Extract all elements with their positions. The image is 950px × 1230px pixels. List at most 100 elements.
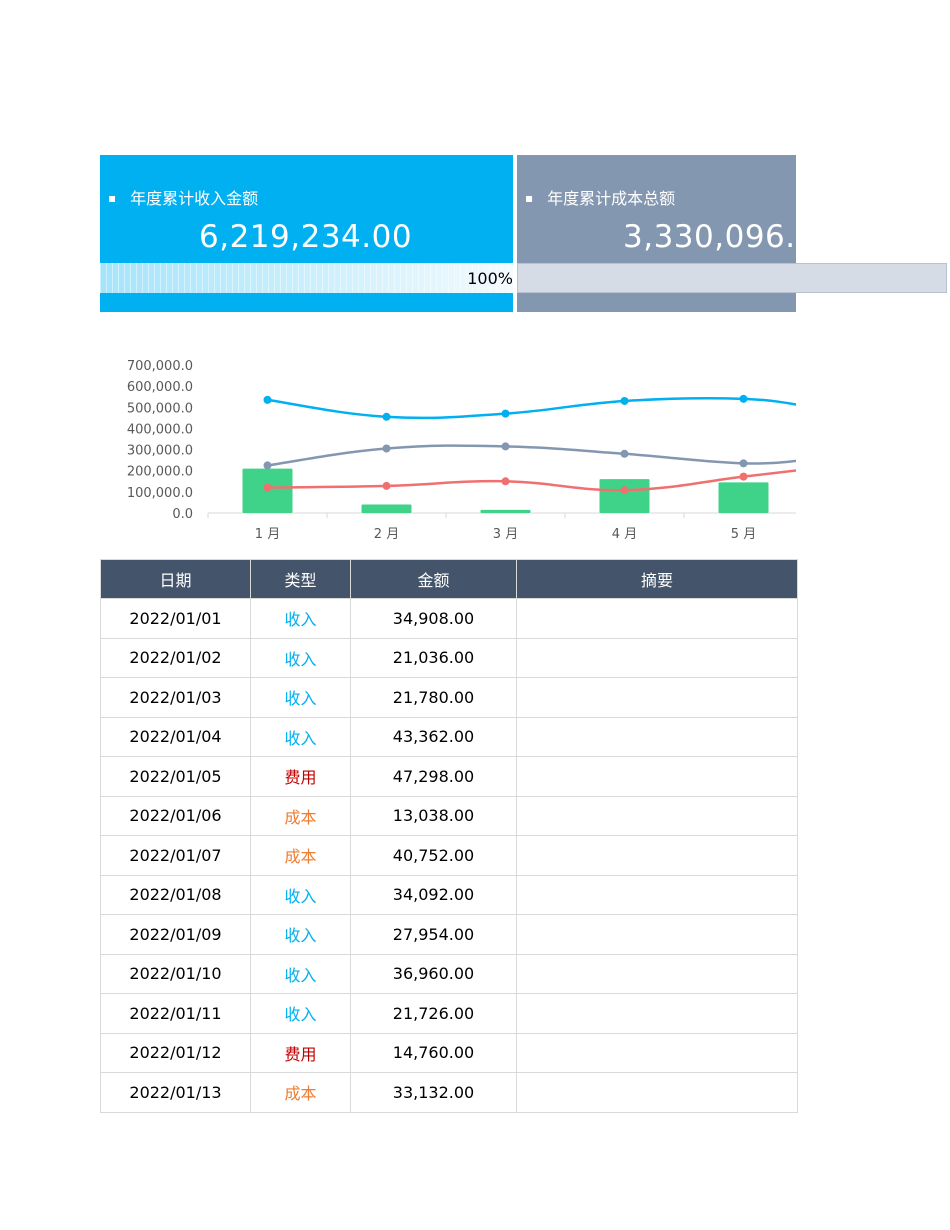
y-tick-label: 600,000.0 [127, 380, 193, 395]
date-cell[interactable]: 2022/01/09 [100, 914, 251, 955]
note-cell[interactable] [516, 1032, 798, 1073]
table-row[interactable]: 2022/01/11 收入 21,726.00 [100, 993, 798, 1034]
income-card-title: ▪ 年度累计收入金额 [108, 185, 258, 209]
x-tick-label: 1 月 [255, 527, 280, 542]
date-cell[interactable]: 2022/01/03 [100, 677, 251, 718]
bar-mark [718, 482, 769, 513]
series-line [267, 396, 796, 420]
type-cell[interactable]: 收入 [250, 716, 351, 757]
amount-cell[interactable]: 40,752.00 [350, 835, 517, 876]
note-cell[interactable] [516, 914, 798, 955]
chart-canvas: 700,000.0 600,000.0 500,000.0 400,000.0 300,… [127, 359, 796, 542]
table-row[interactable]: 2022/01/12 费用 14,760.00 [100, 1032, 798, 1073]
note-cell[interactable] [516, 835, 798, 876]
table-row[interactable]: 2022/01/08 收入 34,092.00 [100, 874, 798, 915]
type-cell[interactable]: 成本 [250, 835, 351, 876]
y-tick-label: 200,000.0 [127, 465, 193, 480]
date-cell[interactable]: 2022/01/13 [100, 1072, 251, 1113]
amount-cell[interactable]: 27,954.00 [350, 914, 517, 955]
column-header-date[interactable]: 日期 [100, 559, 251, 599]
series-line [267, 444, 796, 467]
table-row[interactable]: 2022/01/06 成本 13,038.00 [100, 795, 798, 836]
table-row[interactable]: 2022/01/10 收入 36,960.00 [100, 953, 798, 994]
income-title-text: 年度累计收入金额 [130, 189, 259, 208]
type-cell[interactable]: 成本 [250, 795, 351, 836]
type-cell[interactable]: 费用 [250, 1032, 351, 1073]
note-cell[interactable] [516, 637, 798, 678]
y-tick-label: 400,000.0 [127, 422, 193, 437]
series-point [263, 483, 272, 492]
amount-cell[interactable]: 34,908.00 [350, 598, 517, 639]
series-point [382, 444, 391, 453]
table-row[interactable]: 2022/01/09 收入 27,954.00 [100, 914, 798, 955]
table-row[interactable]: 2022/01/07 成本 40,752.00 [100, 835, 798, 876]
type-cell[interactable]: 收入 [250, 874, 351, 915]
date-cell[interactable]: 2022/01/05 [100, 756, 251, 797]
series-point [501, 409, 510, 418]
note-cell[interactable] [516, 1072, 798, 1113]
x-tick-label: 4 月 [612, 527, 637, 542]
note-cell[interactable] [516, 795, 798, 836]
amount-cell[interactable]: 36,960.00 [350, 953, 517, 994]
date-cell[interactable]: 2022/01/01 [100, 598, 251, 639]
amount-cell[interactable]: 14,760.00 [350, 1032, 517, 1073]
table-row[interactable]: 2022/01/01 收入 34,908.00 [100, 598, 798, 639]
table-row[interactable]: 2022/01/13 成本 33,132.00 [100, 1072, 798, 1113]
type-cell[interactable]: 收入 [250, 993, 351, 1034]
note-cell[interactable] [516, 874, 798, 915]
note-cell[interactable] [516, 677, 798, 718]
amount-cell[interactable]: 33,132.00 [350, 1072, 517, 1113]
x-tick-label: 3 月 [493, 527, 518, 542]
type-cell[interactable]: 收入 [250, 677, 351, 718]
note-cell[interactable] [516, 716, 798, 757]
amount-cell[interactable]: 21,780.00 [350, 677, 517, 718]
amount-cell[interactable]: 13,038.00 [350, 795, 517, 836]
table-row[interactable]: 2022/01/05 费用 47,298.00 [100, 756, 798, 797]
date-cell[interactable]: 2022/01/10 [100, 953, 251, 994]
date-cell[interactable]: 2022/01/04 [100, 716, 251, 757]
table-row[interactable]: 2022/01/03 收入 21,780.00 [100, 677, 798, 718]
series-point [620, 486, 629, 495]
type-cell[interactable]: 收入 [250, 953, 351, 994]
date-cell[interactable]: 2022/01/11 [100, 993, 251, 1034]
type-cell[interactable]: 费用 [250, 756, 351, 797]
amount-cell[interactable]: 43,362.00 [350, 716, 517, 757]
note-cell[interactable] [516, 993, 798, 1034]
column-header-type[interactable]: 类型 [250, 559, 351, 599]
type-cell[interactable]: 收入 [250, 598, 351, 639]
note-cell[interactable] [516, 756, 798, 797]
income-progress-fill [100, 263, 513, 293]
bullet-icon: ▪ [108, 191, 117, 205]
type-cell[interactable]: 成本 [250, 1072, 351, 1113]
column-header-note[interactable]: 摘要 [516, 559, 798, 599]
amount-cell[interactable]: 34,092.00 [350, 874, 517, 915]
date-cell[interactable]: 2022/01/06 [100, 795, 251, 836]
series-point [263, 395, 272, 404]
date-cell[interactable]: 2022/01/08 [100, 874, 251, 915]
series-point [620, 449, 629, 458]
y-tick-label: 700,000.0 [127, 359, 193, 374]
series-line [267, 469, 796, 492]
cost-title-text: 年度累计成本总额 [547, 189, 676, 208]
y-tick-label: 300,000.0 [127, 444, 193, 459]
series-point [382, 412, 391, 421]
ledger-table: 日期 类型 金额 摘要 2022/01/01 收入 34,908.00 2022/01… [100, 559, 798, 1113]
amount-cell[interactable]: 47,298.00 [350, 756, 517, 797]
date-cell[interactable]: 2022/01/07 [100, 835, 251, 876]
type-cell[interactable]: 收入 [250, 914, 351, 955]
cost-total-value: 3,330,096.00 [623, 219, 796, 255]
amount-cell[interactable]: 21,726.00 [350, 993, 517, 1034]
type-cell[interactable]: 收入 [250, 637, 351, 678]
amount-cell[interactable]: 21,036.00 [350, 637, 517, 678]
table-row[interactable]: 2022/01/04 收入 43,362.00 [100, 716, 798, 757]
note-cell[interactable] [516, 953, 798, 994]
column-header-amount[interactable]: 金额 [350, 559, 517, 599]
series-point [620, 396, 629, 405]
note-cell[interactable] [516, 598, 798, 639]
bar-mark [480, 509, 531, 513]
income-progress-bar: 100% [100, 263, 513, 293]
income-progress-label: 100% [467, 269, 513, 288]
date-cell[interactable]: 2022/01/02 [100, 637, 251, 678]
table-row[interactable]: 2022/01/02 收入 21,036.00 [100, 637, 798, 678]
date-cell[interactable]: 2022/01/12 [100, 1032, 251, 1073]
